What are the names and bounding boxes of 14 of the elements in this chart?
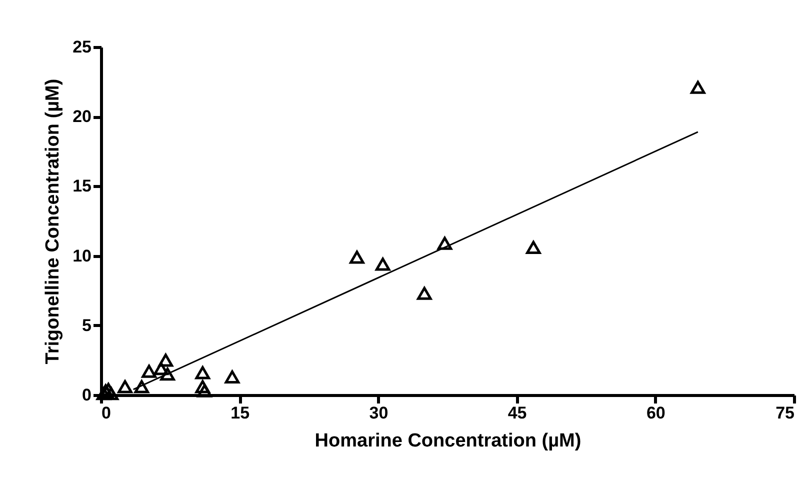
y-tick-label: 20 [72, 107, 92, 126]
y-tick-label: 0 [82, 386, 92, 404]
y-tick-label: 25 [72, 38, 92, 56]
x-tick-label: 15 [230, 404, 250, 422]
x-tick-label: 45 [508, 404, 527, 422]
y-axis-title: Trigonelline Concentration (µM) [42, 78, 64, 364]
x-tick-label: 75 [776, 404, 794, 422]
y-tick-label: 15 [72, 176, 92, 196]
x-tick-label: 0 [102, 404, 111, 422]
x-axis-title: Homarine Concentration (µM) [314, 430, 582, 452]
x-tick-label: 60 [646, 404, 666, 422]
y-tick-label: 5 [82, 316, 92, 335]
x-tick-label: 30 [369, 404, 388, 422]
y-tick-label: 10 [72, 246, 92, 266]
